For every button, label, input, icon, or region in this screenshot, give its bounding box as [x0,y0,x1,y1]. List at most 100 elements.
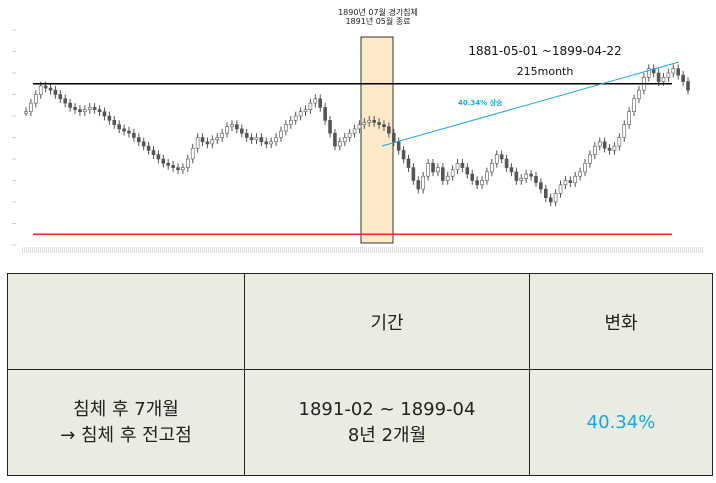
candle-body [141,141,146,147]
candle-body [509,167,514,173]
candle-body [38,85,43,95]
candle-body [313,98,318,104]
candle-body [323,107,327,121]
candle-body [83,109,87,113]
candle-body [573,175,578,183]
summary-table: 기간 변화 침체 후 7개월 → 침체 후 전고점 1891-02 ~ 1899… [7,273,713,476]
candle-body [87,107,92,110]
candle-body [602,141,607,149]
recession-start-text: 1890년 07월 경기침체 [338,8,418,17]
candle-body [377,122,381,125]
candle-body [92,107,97,110]
recession-box [360,36,394,244]
candle-body [357,124,362,130]
candle-body [387,126,391,134]
candle-body [210,139,215,145]
candle-body [97,109,102,113]
candle-body [279,130,283,138]
recession-end-text: 1891년 05월 종료 [345,17,411,26]
candle-body [416,180,421,190]
candle-body [298,111,303,117]
recession-annotation: 1890년 07월 경기침체 1891년 05월 종료 [318,8,438,26]
candle-body [352,128,357,134]
candle-body [43,85,48,89]
candle-body [29,102,33,112]
candle-body [58,94,63,100]
candle-body [622,124,627,138]
candle-body [24,111,28,114]
candle-body [68,102,72,108]
header-blank-cell [7,273,245,370]
candle-body [259,137,264,143]
candle-body [514,171,519,181]
candle-body [107,115,112,121]
candle-body [593,145,597,156]
candle-body [288,120,293,125]
candle-body [63,98,68,104]
candle-body [127,130,131,134]
period-annotation: 1881-05-01 ~1899-04-22 [468,44,622,58]
candle-body [284,124,288,132]
candle-body [445,175,450,181]
candle-body [269,141,273,145]
candle-body [490,163,494,173]
row-label-cell: 침체 후 7개월 → 침체 후 전고점 [7,369,245,476]
candle-body [161,158,166,164]
candle-body [396,141,401,151]
candle-body [347,132,352,138]
candle-body [617,137,622,147]
header-change-cell: 변화 [529,273,713,370]
candle-body [504,158,509,168]
candle-body [342,137,347,143]
candle-body [156,154,161,160]
candle-body [539,182,543,190]
candle-body [534,175,538,183]
candle-body [519,178,524,181]
candle-body [235,124,239,130]
candle-body [455,163,460,171]
candle-body [470,173,475,181]
candle-body [475,180,479,186]
trend-annotation: 40.34% 상승 [458,99,503,107]
candle-body [338,141,342,147]
table-row: 침체 후 7개월 → 침체 후 전고점 1891-02 ~ 1899-04 8년… [7,369,713,476]
candle-body [391,132,396,143]
candle-body [612,145,617,151]
candle-body [583,163,587,173]
candle-body [578,171,582,177]
candle-body [293,115,298,121]
candle-body [627,111,631,125]
candle-body [465,167,470,175]
candle-body [146,145,151,151]
candle-body [239,128,244,134]
candle-body [200,137,205,143]
candle-body [681,74,685,82]
candle-body [132,132,136,138]
candle-body [78,109,82,113]
candle-body [441,167,445,181]
row-label-line2: → 침체 후 전고점 [60,424,192,446]
candle-body [53,89,58,95]
candle-body [460,163,465,168]
chart-svg [12,29,704,253]
candle-body [632,98,636,113]
candle-body [176,167,180,171]
candle-body [205,141,210,145]
candle-body [112,120,117,125]
candle-body [117,124,121,130]
months-annotation: 215month [516,65,574,78]
candle-body [274,137,278,143]
candle-body [588,154,592,164]
candle-body [421,175,426,190]
candle-body [499,154,504,160]
candle-body [244,132,249,138]
candle-body [372,120,376,123]
candle-body [249,137,254,140]
candle-body [401,150,406,160]
candle-body [102,111,107,117]
candle-body [186,158,190,168]
candle-body [524,173,528,179]
candle-body [661,77,666,82]
candle-body [318,98,323,108]
candle-body [406,158,411,168]
